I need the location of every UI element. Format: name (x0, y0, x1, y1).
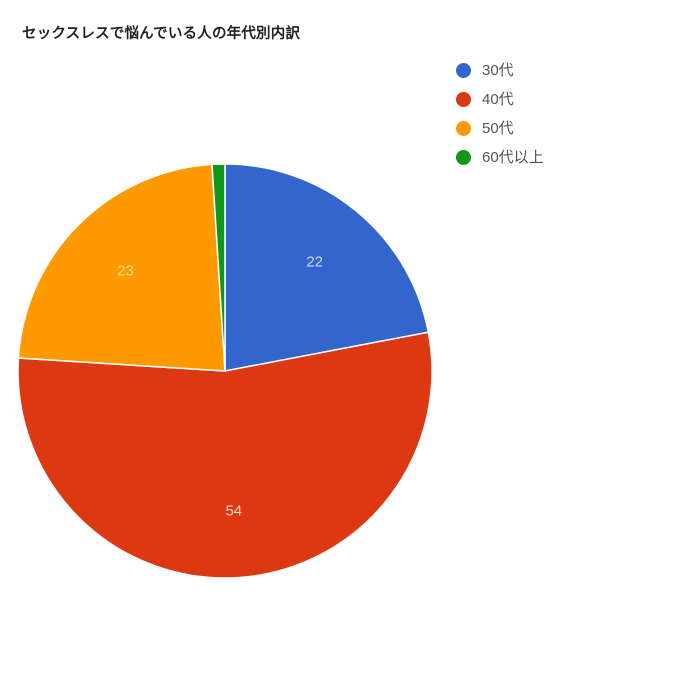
legend-item[interactable]: 30代 (452, 56, 652, 85)
pie-slice[interactable] (17, 163, 226, 372)
pie-chart-area: 22 54 23 (17, 163, 433, 579)
legend-item[interactable]: 50代 (452, 114, 652, 143)
circle-marker-icon (456, 63, 471, 78)
legend-item[interactable]: 40代 (452, 85, 652, 114)
pie-slice[interactable] (211, 163, 226, 372)
pie-slice-labels-group: 22 54 23 (117, 253, 323, 519)
circle-marker-icon (456, 92, 471, 107)
chart-legend: 30代 40代 50代 60代以上 (452, 56, 652, 172)
legend-item-label: 60代以上 (482, 149, 544, 166)
pie-chart-svg: 22 54 23 (17, 163, 433, 579)
legend-item[interactable]: 60代以上 (452, 143, 652, 172)
pie-slices-group (17, 163, 433, 579)
legend-item-label: 30代 (482, 62, 514, 79)
chart-title: セックスレスで悩んでいる人の年代別内訳 (22, 26, 301, 42)
pie-slice-value-label: 54 (225, 502, 242, 519)
circle-marker-icon (456, 121, 471, 136)
pie-slice[interactable] (17, 331, 433, 579)
pie-slice-value-label: 22 (306, 253, 323, 270)
circle-marker-icon (456, 150, 471, 165)
legend-item-label: 40代 (482, 91, 514, 108)
pie-slice-value-label: 23 (117, 262, 134, 279)
legend-item-label: 50代 (482, 120, 514, 137)
pie-slice[interactable] (224, 163, 430, 372)
